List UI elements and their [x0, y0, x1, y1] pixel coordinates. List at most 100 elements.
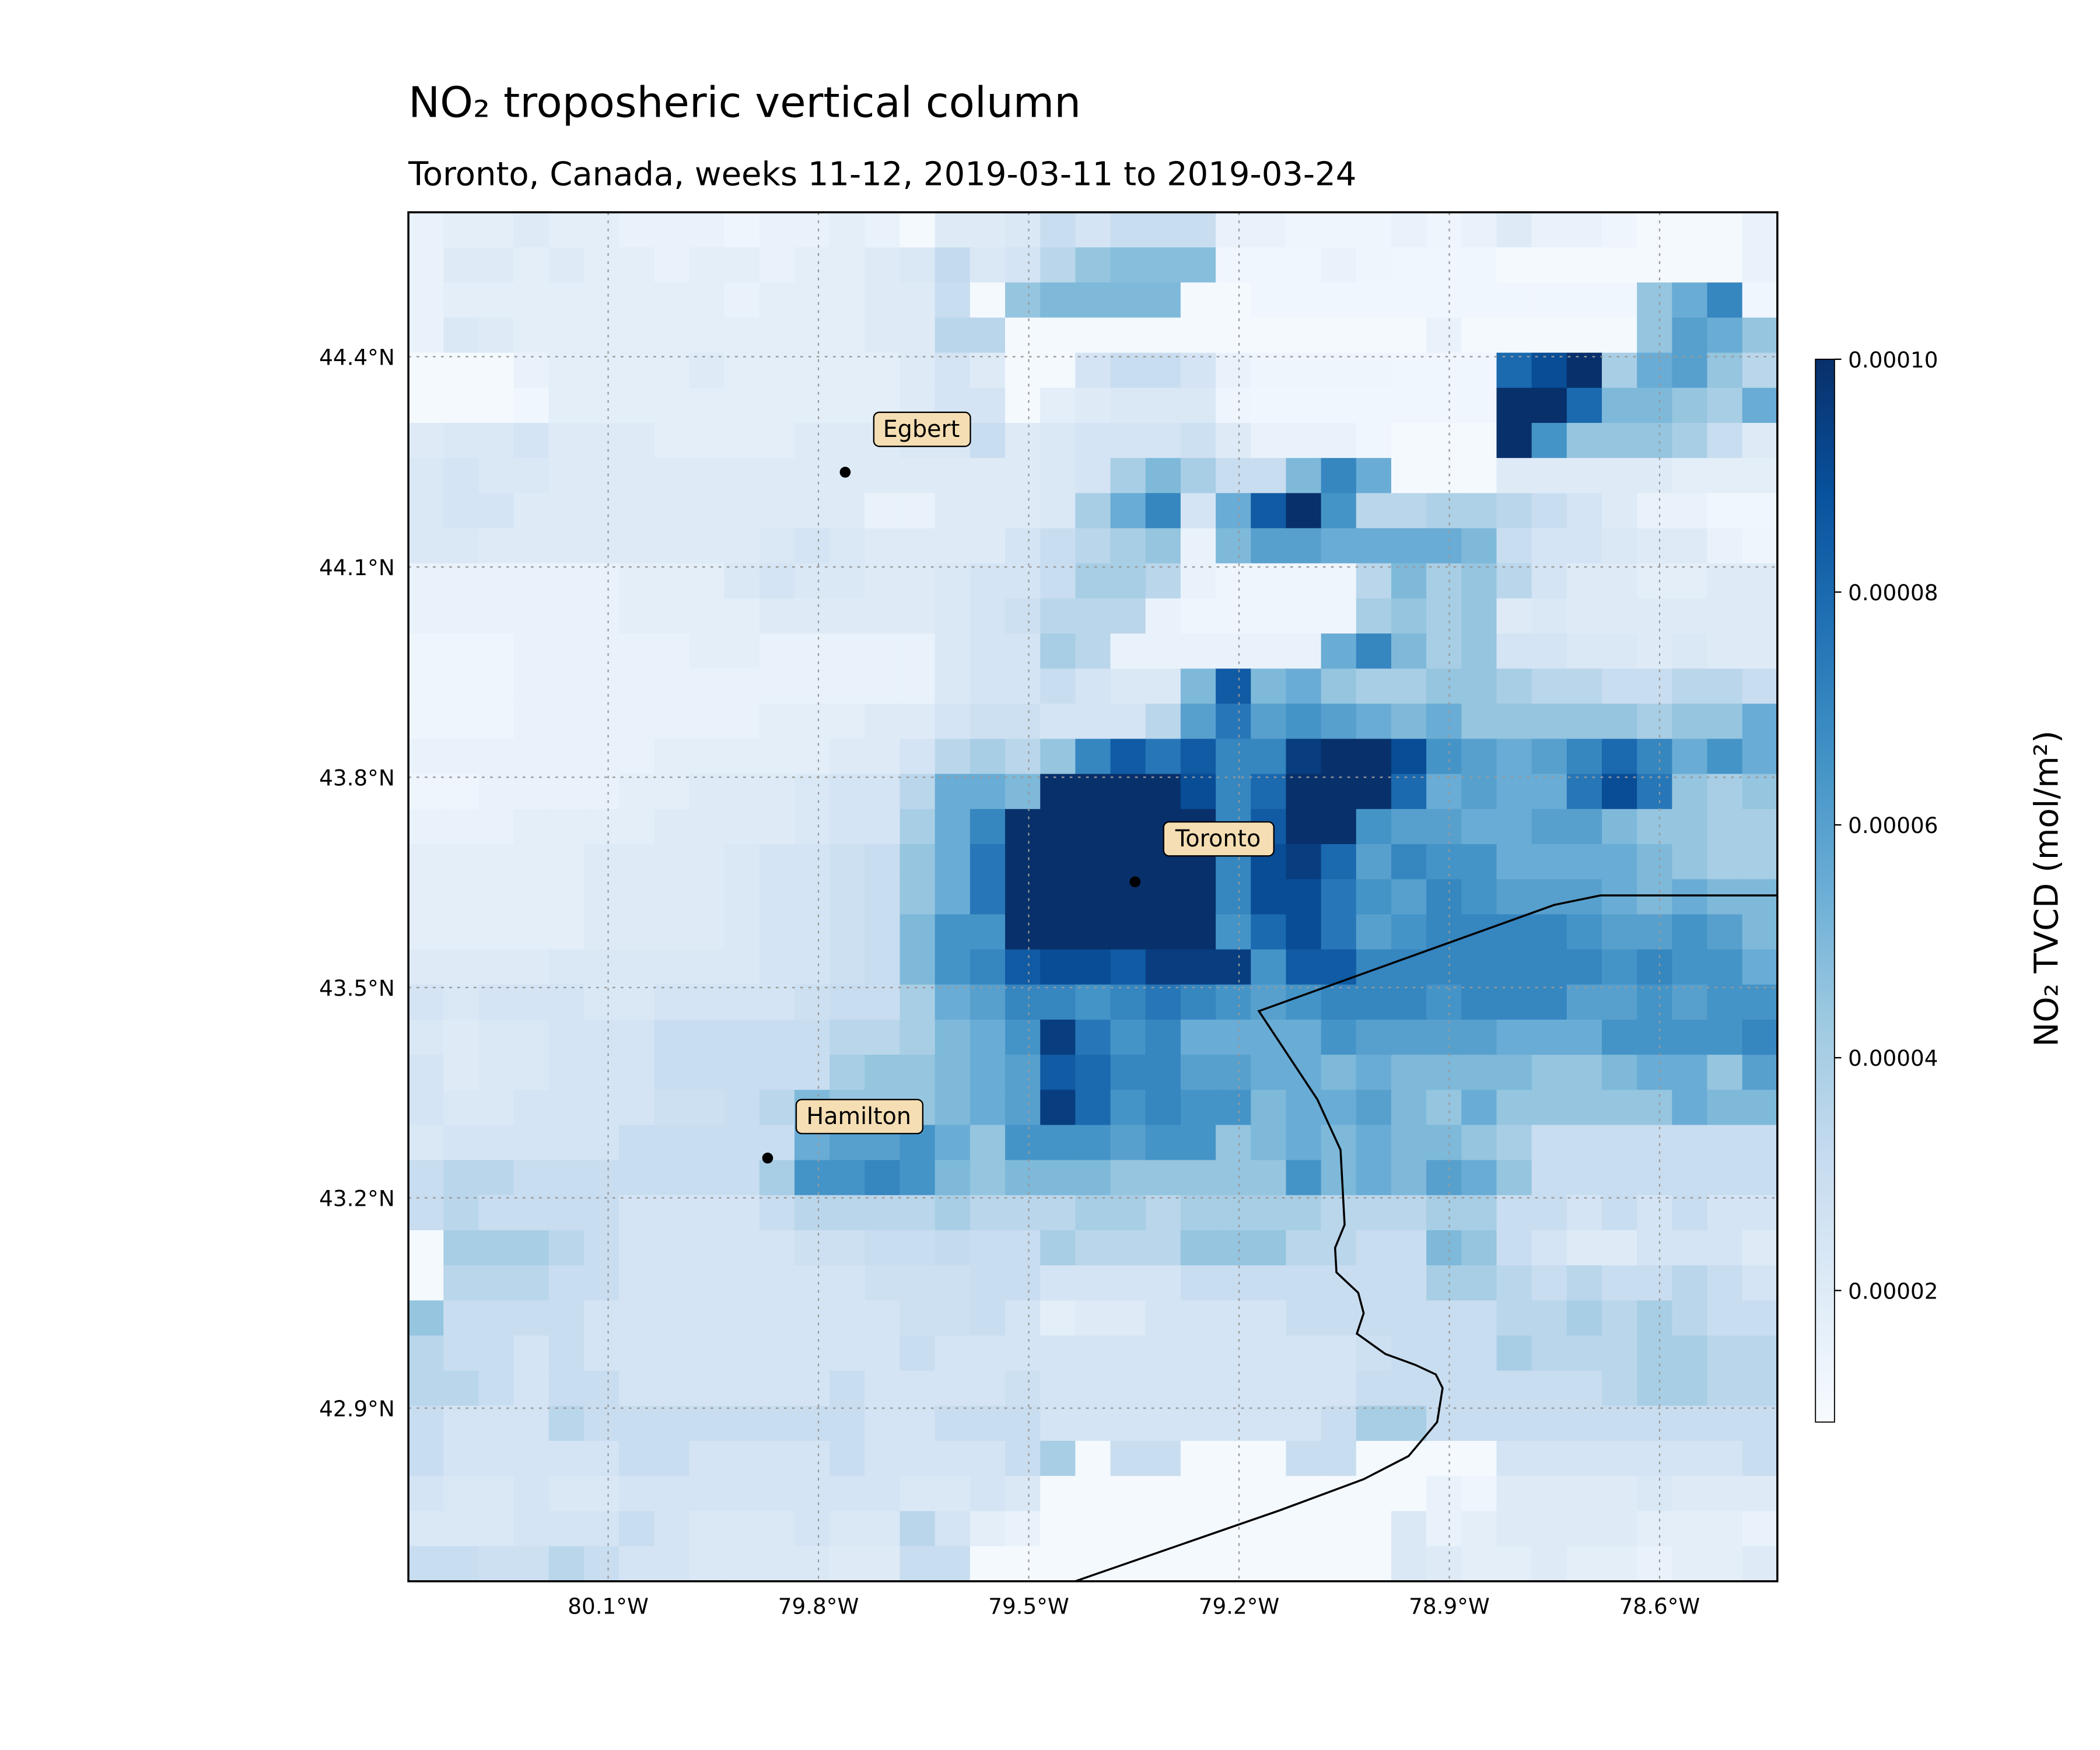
cell	[1251, 282, 1287, 318]
cell	[1496, 844, 1532, 880]
cell	[1040, 704, 1076, 740]
cell	[1356, 949, 1392, 985]
cell	[1286, 1370, 1322, 1407]
cell	[1531, 984, 1568, 1021]
cell	[1391, 1230, 1427, 1266]
cell	[1040, 422, 1076, 459]
cell	[654, 914, 690, 950]
cell	[1075, 1019, 1111, 1056]
cell	[1602, 1265, 1638, 1301]
cell	[1391, 1370, 1427, 1407]
cell	[513, 247, 550, 284]
cell	[1040, 774, 1076, 810]
cell	[1356, 212, 1392, 249]
cell	[689, 738, 725, 775]
cell	[1075, 1265, 1111, 1301]
cell	[1672, 1125, 1708, 1161]
cell	[724, 879, 760, 915]
cell	[408, 634, 444, 670]
cell	[864, 1476, 901, 1512]
cell	[619, 844, 655, 880]
cell	[864, 1019, 901, 1056]
cell	[408, 317, 444, 354]
cell	[759, 704, 796, 740]
cell	[619, 1511, 655, 1547]
cell	[1251, 387, 1287, 424]
cell	[1005, 949, 1041, 985]
cell	[794, 493, 831, 529]
cell	[583, 808, 620, 845]
cell	[1005, 634, 1041, 670]
cell	[408, 879, 444, 915]
cell	[1356, 634, 1392, 670]
cell	[900, 563, 936, 600]
cell	[1321, 634, 1357, 670]
cell	[1251, 668, 1287, 705]
cell	[1180, 1335, 1217, 1371]
cell	[1110, 1511, 1146, 1547]
cell	[443, 879, 480, 915]
cell	[1391, 1335, 1427, 1371]
cell	[1566, 844, 1603, 880]
cell	[1672, 563, 1708, 600]
cell	[1356, 422, 1392, 459]
cell	[1005, 704, 1041, 740]
cell	[1356, 528, 1392, 564]
cell	[408, 1160, 444, 1196]
cell	[1391, 1055, 1427, 1091]
cell	[864, 247, 901, 284]
cell	[654, 598, 690, 635]
cell	[1707, 1335, 1743, 1371]
cell	[583, 1055, 620, 1091]
cell	[864, 844, 901, 880]
cell	[1251, 1055, 1287, 1091]
cell	[1075, 563, 1111, 600]
cell	[1180, 1300, 1217, 1336]
cell	[970, 1476, 1006, 1512]
cell	[1742, 1511, 1779, 1547]
cell	[1145, 914, 1182, 950]
cell	[548, 808, 585, 845]
cell	[1216, 458, 1252, 494]
cell	[830, 598, 866, 635]
cell	[1602, 1511, 1638, 1547]
cell	[478, 984, 514, 1021]
cell	[1496, 317, 1532, 354]
x-tick-label: 79.2°W	[1199, 1594, 1280, 1619]
cell	[1075, 247, 1111, 284]
cell	[1145, 774, 1182, 810]
cell	[1391, 914, 1427, 950]
cell	[1321, 704, 1357, 740]
cell	[1075, 212, 1111, 249]
cell	[1180, 1019, 1217, 1056]
cell	[619, 387, 655, 424]
cell	[1637, 247, 1673, 284]
cell	[1426, 493, 1462, 529]
cell	[1005, 1300, 1041, 1336]
cell	[900, 212, 936, 249]
cell	[1566, 212, 1603, 249]
cell	[1602, 1370, 1638, 1407]
cell	[443, 458, 480, 494]
cell	[478, 493, 514, 529]
cell	[1602, 422, 1638, 459]
cell	[1496, 282, 1532, 318]
cell	[583, 282, 620, 318]
cell	[1110, 1476, 1146, 1512]
cell	[1145, 563, 1182, 600]
cell	[1286, 1511, 1322, 1547]
cell	[1005, 563, 1041, 600]
cell	[970, 914, 1006, 950]
cell	[1251, 493, 1287, 529]
cell	[478, 634, 514, 670]
cell	[1742, 738, 1779, 775]
cell	[1040, 1090, 1076, 1126]
cell	[1145, 528, 1182, 564]
cell	[1145, 984, 1182, 1021]
cell	[1040, 1195, 1076, 1231]
cell	[1426, 1055, 1462, 1091]
cell	[1286, 1195, 1322, 1231]
cell	[1321, 949, 1357, 985]
cell	[548, 1405, 585, 1442]
cell	[1251, 1441, 1287, 1477]
